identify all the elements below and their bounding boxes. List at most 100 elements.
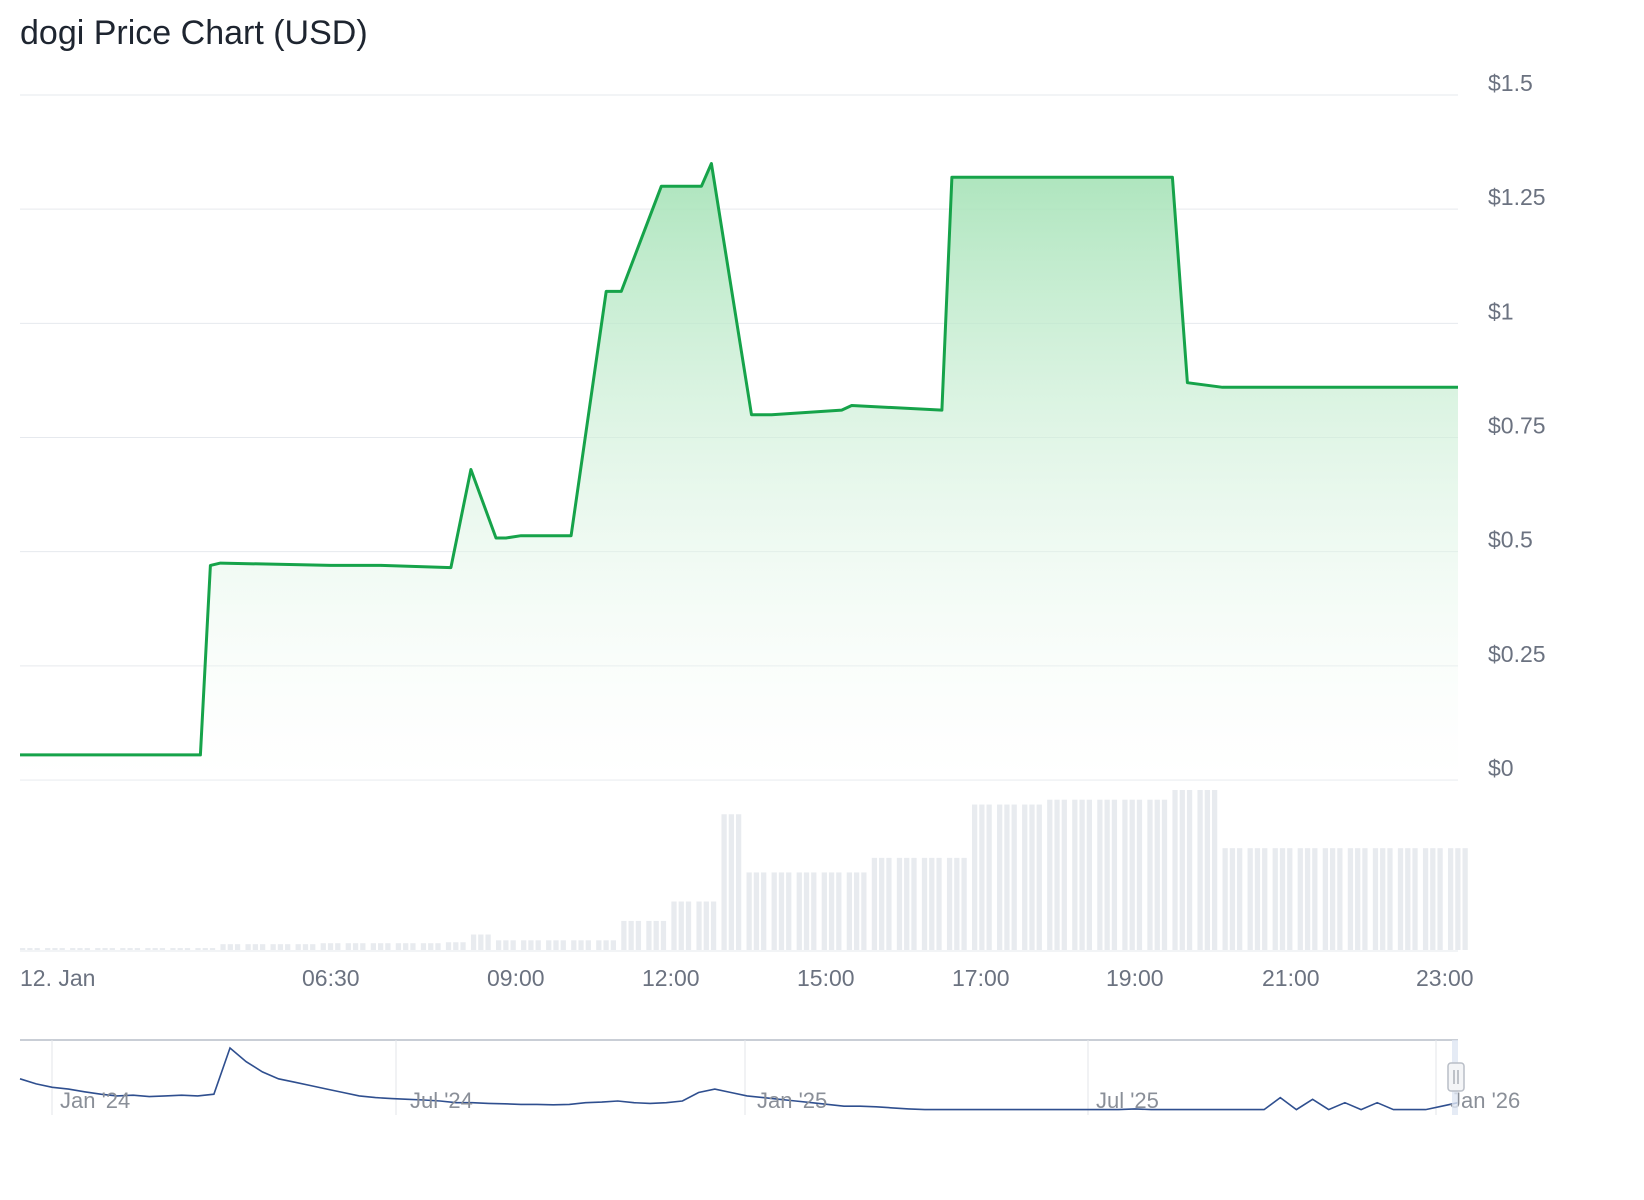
volume-bar <box>879 857 885 950</box>
volume-bar <box>1437 848 1443 950</box>
volume-bar <box>1372 848 1379 950</box>
volume-bar <box>1136 799 1143 950</box>
volume-bar <box>377 943 384 950</box>
volume-bar <box>1222 848 1228 950</box>
y-tick-label: $1.25 <box>1488 184 1546 210</box>
volume-bar <box>921 857 928 950</box>
volume-bar <box>202 948 208 950</box>
volume-bar <box>1154 799 1160 950</box>
volume-bar <box>1204 790 1210 950</box>
x-tick-label: 15:00 <box>797 965 855 991</box>
volume-bar <box>1122 799 1128 950</box>
volume-bar <box>1312 848 1318 950</box>
volume-bar <box>184 948 191 950</box>
x-tick-label: 06:30 <box>302 965 360 991</box>
volume-bar <box>660 920 667 950</box>
volume-bar <box>460 942 466 950</box>
volume-bar <box>1254 848 1261 950</box>
volume-bar <box>478 934 484 950</box>
volume-bar <box>886 857 892 950</box>
volume-bar <box>786 872 792 950</box>
volume-bar <box>1072 799 1078 950</box>
x-tick-label: 23:00 <box>1416 965 1474 991</box>
volume-bar <box>746 872 752 950</box>
navigator-label: Jul '24 <box>410 1088 473 1113</box>
volume-bar <box>1097 799 1103 950</box>
volume-bar <box>997 804 1003 950</box>
volume-bar <box>20 948 26 950</box>
y-tick-label: $0 <box>1488 755 1514 781</box>
volume-bar <box>671 901 677 950</box>
volume-bar <box>971 804 978 950</box>
volume-bar <box>1086 799 1092 950</box>
volume-bar <box>1329 848 1336 950</box>
chart-title: dogi Price Chart (USD) <box>20 14 368 52</box>
volume-bar <box>403 943 409 950</box>
volume-bar <box>628 920 634 950</box>
volume-bar <box>77 948 83 950</box>
volume-bar <box>345 943 351 950</box>
x-tick-label: 17:00 <box>952 965 1010 991</box>
volume-bar <box>811 872 817 950</box>
volume-bar <box>84 948 90 950</box>
volume-bar <box>270 944 276 950</box>
volume-bar <box>1237 848 1243 950</box>
volume-bar <box>1380 848 1386 950</box>
volume-bar <box>209 948 216 950</box>
volume-bar <box>1129 799 1135 950</box>
volume-bar <box>102 948 108 950</box>
volume-bar <box>1297 848 1303 950</box>
volume-bar <box>929 857 935 950</box>
volume-bar <box>535 940 541 950</box>
range-navigator[interactable]: Jan '24 Jul '24 Jan '25 Jul '25 Jan '26 <box>19 1039 1520 1115</box>
volume-bar <box>553 940 559 950</box>
volume-bar <box>646 920 652 950</box>
volume-bar <box>1211 790 1218 950</box>
volume-bar <box>1387 848 1393 950</box>
volume-bar <box>370 943 376 950</box>
volume-bar <box>986 804 992 950</box>
volume-bar <box>596 940 602 950</box>
volume-bar <box>470 934 477 950</box>
volume-bar <box>234 944 241 950</box>
volume-bar <box>1262 848 1268 950</box>
volume-bar <box>1011 804 1017 950</box>
navigator-line <box>19 1046 1459 1111</box>
volume-bar <box>170 948 176 950</box>
volume-bar <box>979 804 985 950</box>
volume-bar <box>145 948 151 950</box>
volume-bar <box>861 872 867 950</box>
volume-bar <box>696 901 702 950</box>
volume-bar <box>528 940 534 950</box>
volume-bar <box>1104 799 1110 950</box>
volume-bar <box>603 940 609 950</box>
price-line <box>20 162 1458 757</box>
volume-bar <box>721 814 727 950</box>
navigator-label: Jul '25 <box>1096 1088 1159 1113</box>
y-tick-label: $0.5 <box>1488 527 1533 553</box>
volume-bar <box>45 948 51 950</box>
volume-bar <box>277 944 284 950</box>
price-area-fill <box>20 163 1458 780</box>
x-axis: 12. Jan 06:30 09:00 12:00 15:00 17:00 19:00 21:… <box>20 965 1474 991</box>
volume-bar <box>245 944 251 950</box>
volume-bar <box>1362 848 1368 950</box>
volume-bar <box>1455 848 1461 950</box>
y-tick-label: $0.25 <box>1488 641 1546 667</box>
volume-bar <box>428 943 434 950</box>
volume-bar <box>936 857 942 950</box>
volume-bar <box>1111 799 1118 950</box>
volume-bar <box>1347 848 1354 950</box>
volume-bar <box>585 940 591 950</box>
volume-bar <box>59 948 65 950</box>
x-tick-label: 12:00 <box>642 965 700 991</box>
volume-bar <box>571 940 577 950</box>
volume-bar <box>352 943 359 950</box>
volume-bar <box>1405 848 1411 950</box>
volume-bar <box>159 948 166 950</box>
volume-bar <box>778 872 785 950</box>
volume-bar <box>610 940 616 950</box>
y-axis: $1.5 $1.25 $1 $0.75 $0.5 $0.25 $0 <box>1488 70 1546 781</box>
navigator-handle[interactable] <box>1447 1062 1465 1092</box>
